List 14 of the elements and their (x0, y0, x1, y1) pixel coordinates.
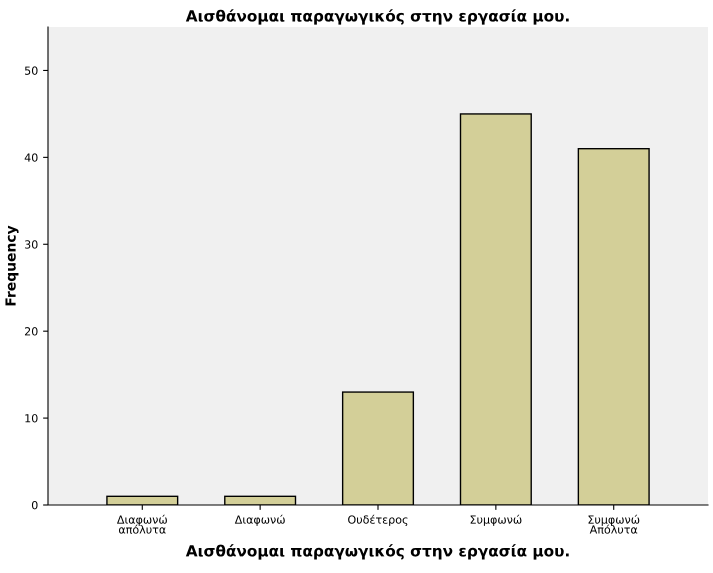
y-axis-title: Frequency (5, 226, 19, 306)
chart-title: Αισθάνομαι παραγωγικός στην εργασία μου. (186, 9, 569, 25)
x-tick-label: Διαφωνώ (234, 514, 285, 526)
y-tick-label: 0 (32, 500, 38, 510)
x-tick-label: Συμφωνώ (470, 514, 522, 526)
x-tick-label: Συμφωνώ Απόλυτα (588, 514, 640, 534)
x-tick-label: Διαφωνώ απόλυτα (116, 514, 167, 534)
y-tick-label: 10 (25, 414, 38, 422)
y-tick-label: 50 (24, 66, 38, 75)
y-tick-label: 40 (24, 153, 38, 162)
x-tick-label: Ουδέτερος (348, 514, 408, 526)
y-tick-label: 30 (24, 240, 38, 249)
x-axis-title: Αισθάνομαι παραγωγικός στην εργασία μου. (186, 544, 569, 560)
y-tick-label: 20 (24, 327, 38, 336)
